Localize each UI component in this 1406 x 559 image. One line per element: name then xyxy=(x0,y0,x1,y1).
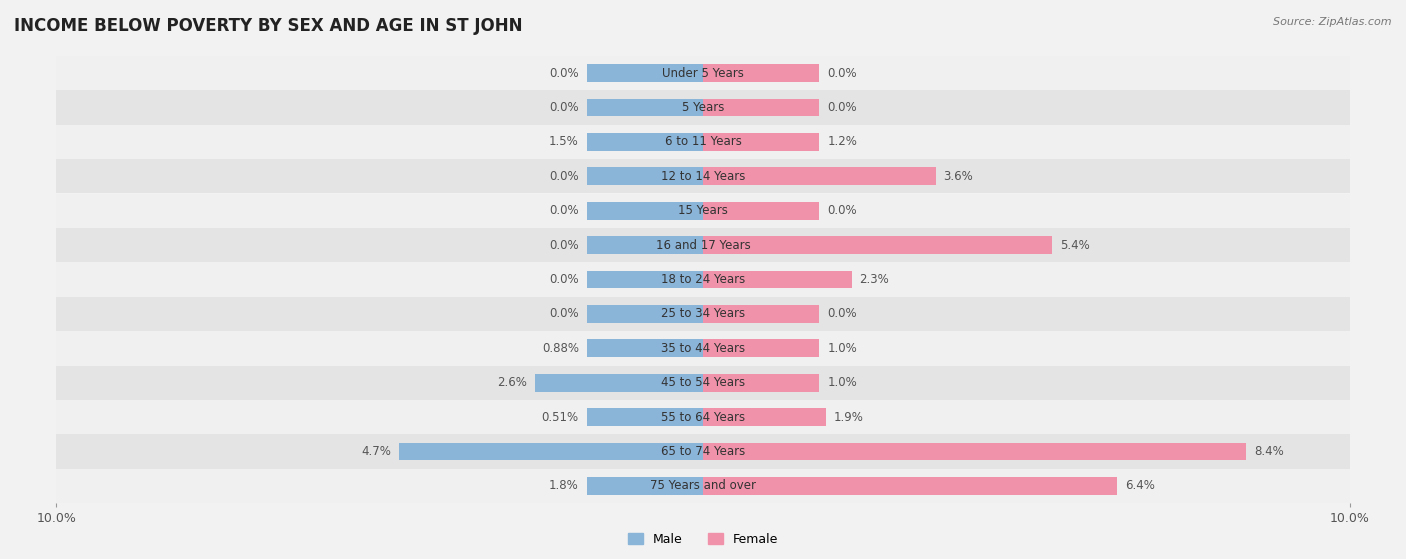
Text: 0.0%: 0.0% xyxy=(550,239,579,252)
Bar xyxy=(586,64,703,82)
Text: 0.0%: 0.0% xyxy=(827,101,856,114)
Text: 12 to 14 Years: 12 to 14 Years xyxy=(661,170,745,183)
Text: 0.51%: 0.51% xyxy=(541,411,579,424)
Bar xyxy=(703,305,820,323)
Bar xyxy=(703,167,936,185)
Text: 15 Years: 15 Years xyxy=(678,204,728,217)
Bar xyxy=(586,236,703,254)
Text: 1.2%: 1.2% xyxy=(827,135,858,148)
Bar xyxy=(586,271,703,288)
Text: 2.3%: 2.3% xyxy=(859,273,889,286)
Text: 0.0%: 0.0% xyxy=(550,273,579,286)
Text: 1.8%: 1.8% xyxy=(550,480,579,492)
Bar xyxy=(586,202,703,220)
Bar xyxy=(703,98,820,116)
Text: 8.4%: 8.4% xyxy=(1254,445,1284,458)
Bar xyxy=(399,443,703,461)
Bar xyxy=(586,133,703,151)
Text: 0.0%: 0.0% xyxy=(550,101,579,114)
Bar xyxy=(586,408,703,426)
Text: 75 Years and over: 75 Years and over xyxy=(650,480,756,492)
Bar xyxy=(703,477,1116,495)
Bar xyxy=(56,125,1350,159)
Text: 0.0%: 0.0% xyxy=(827,307,856,320)
Bar xyxy=(586,305,703,323)
Text: 0.0%: 0.0% xyxy=(550,170,579,183)
Bar xyxy=(56,91,1350,125)
Text: 0.0%: 0.0% xyxy=(550,307,579,320)
Text: 5.4%: 5.4% xyxy=(1060,239,1090,252)
Text: 65 to 74 Years: 65 to 74 Years xyxy=(661,445,745,458)
Bar xyxy=(703,408,825,426)
Text: 16 and 17 Years: 16 and 17 Years xyxy=(655,239,751,252)
Bar xyxy=(703,64,820,82)
Text: Source: ZipAtlas.com: Source: ZipAtlas.com xyxy=(1274,17,1392,27)
Bar xyxy=(56,297,1350,331)
Bar xyxy=(586,167,703,185)
Bar xyxy=(56,366,1350,400)
Bar xyxy=(703,271,852,288)
Bar xyxy=(586,98,703,116)
Bar xyxy=(56,400,1350,434)
Text: 6.4%: 6.4% xyxy=(1125,480,1154,492)
Text: 1.0%: 1.0% xyxy=(827,376,856,389)
Text: 45 to 54 Years: 45 to 54 Years xyxy=(661,376,745,389)
Bar xyxy=(56,159,1350,193)
Text: 3.6%: 3.6% xyxy=(943,170,973,183)
Text: 1.0%: 1.0% xyxy=(827,342,856,355)
Bar xyxy=(56,193,1350,228)
Bar xyxy=(703,339,820,357)
Bar xyxy=(56,228,1350,262)
Bar xyxy=(534,374,703,392)
Bar xyxy=(56,56,1350,91)
Text: INCOME BELOW POVERTY BY SEX AND AGE IN ST JOHN: INCOME BELOW POVERTY BY SEX AND AGE IN S… xyxy=(14,17,523,35)
Text: 55 to 64 Years: 55 to 64 Years xyxy=(661,411,745,424)
Text: Under 5 Years: Under 5 Years xyxy=(662,67,744,79)
Bar xyxy=(586,339,703,357)
Text: 1.9%: 1.9% xyxy=(834,411,863,424)
Text: 4.7%: 4.7% xyxy=(361,445,391,458)
Bar xyxy=(703,133,820,151)
Text: 0.0%: 0.0% xyxy=(550,67,579,79)
Bar xyxy=(56,262,1350,297)
Bar xyxy=(56,331,1350,366)
Text: 6 to 11 Years: 6 to 11 Years xyxy=(665,135,741,148)
Legend: Male, Female: Male, Female xyxy=(623,528,783,551)
Bar xyxy=(586,477,703,495)
Bar xyxy=(703,202,820,220)
Text: 1.5%: 1.5% xyxy=(550,135,579,148)
Bar xyxy=(703,374,820,392)
Text: 0.0%: 0.0% xyxy=(550,204,579,217)
Bar xyxy=(703,236,1052,254)
Text: 18 to 24 Years: 18 to 24 Years xyxy=(661,273,745,286)
Text: 25 to 34 Years: 25 to 34 Years xyxy=(661,307,745,320)
Text: 0.0%: 0.0% xyxy=(827,204,856,217)
Bar xyxy=(703,443,1246,461)
Text: 35 to 44 Years: 35 to 44 Years xyxy=(661,342,745,355)
Text: 5 Years: 5 Years xyxy=(682,101,724,114)
Bar xyxy=(56,434,1350,468)
Text: 0.88%: 0.88% xyxy=(541,342,579,355)
Text: 0.0%: 0.0% xyxy=(827,67,856,79)
Bar xyxy=(56,468,1350,503)
Text: 2.6%: 2.6% xyxy=(498,376,527,389)
